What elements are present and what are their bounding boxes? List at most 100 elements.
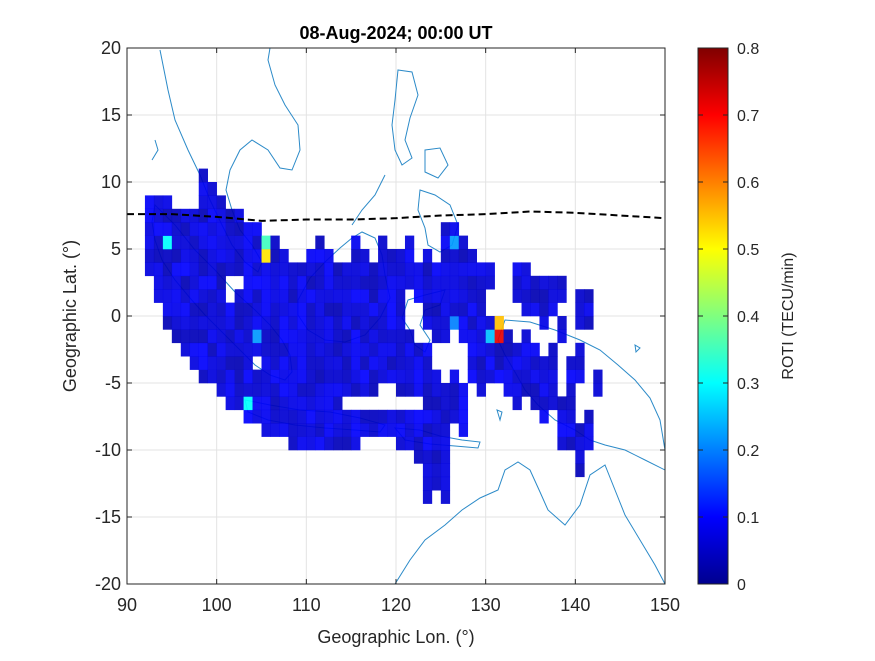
roti-cell	[171, 222, 182, 236]
roti-cell	[297, 396, 307, 411]
roti-cell	[243, 396, 253, 411]
roti-cell	[404, 436, 415, 451]
roti-cell	[360, 289, 370, 303]
roti-cell	[530, 342, 540, 357]
roti-cell	[584, 302, 594, 317]
roti-cell	[261, 409, 271, 424]
roti-cell	[458, 409, 469, 424]
roti-cell	[467, 369, 477, 384]
roti-cell	[351, 409, 361, 424]
roti-cell	[440, 396, 451, 411]
roti-cell	[198, 289, 208, 303]
roti-cell	[521, 369, 531, 384]
roti-cell	[387, 329, 397, 344]
roti-cell	[144, 249, 155, 263]
roti-cell	[557, 436, 567, 451]
roti-cell	[243, 275, 253, 290]
roti-cell	[225, 249, 235, 263]
roti-cell	[360, 423, 370, 437]
roti-cell	[216, 289, 226, 303]
roti-cell	[207, 356, 217, 370]
roti-cell	[378, 316, 388, 330]
roti-cell	[234, 396, 244, 411]
roti-cell	[503, 356, 513, 370]
roti-cell	[378, 369, 388, 384]
y-tick-label: 0	[111, 306, 121, 326]
roti-cell	[171, 275, 182, 290]
roti-cell	[207, 262, 217, 277]
roti-cell	[243, 289, 253, 303]
colorbar-tick-label: 0.3	[737, 376, 759, 393]
roti-cell	[333, 356, 343, 370]
roti-cell	[252, 262, 262, 277]
roti-cell	[252, 316, 262, 330]
roti-cell	[216, 342, 226, 357]
roti-cell	[351, 436, 361, 451]
roti-cell	[153, 235, 164, 250]
roti-cell	[306, 329, 316, 344]
roti-cell	[261, 235, 271, 250]
roti-cell	[333, 262, 343, 277]
roti-cells	[144, 168, 603, 504]
coastline-palawan	[351, 174, 386, 226]
roti-cell	[476, 262, 486, 277]
roti-cell	[396, 275, 406, 290]
x-tick-label: 100	[202, 595, 232, 615]
roti-cell	[162, 262, 173, 277]
roti-cell	[315, 302, 325, 317]
roti-cell	[458, 316, 469, 330]
roti-cell	[198, 195, 208, 210]
roti-cell	[270, 235, 280, 250]
roti-cell	[198, 356, 208, 370]
roti-cell	[584, 423, 594, 437]
roti-cell	[306, 409, 316, 424]
roti-cell	[225, 329, 235, 344]
roti-cell	[467, 316, 477, 330]
roti-cell	[261, 396, 271, 411]
roti-cell	[171, 208, 182, 223]
roti-cell	[342, 316, 352, 330]
coastline-island-3	[496, 409, 503, 422]
roti-cell	[315, 342, 325, 357]
roti-cell	[216, 222, 226, 236]
roti-cell	[315, 329, 325, 344]
roti-cell	[431, 302, 442, 317]
roti-cell	[270, 383, 280, 397]
roti-cell	[413, 342, 424, 357]
colorbar-tick-label: 0.6	[737, 175, 759, 192]
roti-cell	[431, 316, 442, 330]
roti-cell	[476, 275, 486, 290]
roti-cell	[378, 262, 388, 277]
roti-cell	[198, 249, 208, 263]
roti-cell	[387, 409, 397, 424]
roti-cell	[180, 302, 191, 317]
roti-cell	[252, 275, 262, 290]
roti-cell	[234, 249, 244, 263]
roti-cell	[342, 342, 352, 357]
roti-cell	[261, 275, 271, 290]
roti-cell	[261, 329, 271, 344]
roti-cell	[207, 329, 217, 344]
roti-cell	[494, 342, 504, 357]
roti-cell	[485, 356, 495, 370]
roti-cell	[216, 316, 226, 330]
roti-cell	[387, 249, 397, 263]
roti-cell	[324, 302, 334, 317]
roti-cell	[440, 423, 451, 437]
roti-cell	[566, 383, 576, 397]
roti-cell	[216, 275, 226, 290]
roti-cell	[360, 342, 370, 357]
roti-cell	[297, 423, 307, 437]
roti-cell	[548, 369, 558, 384]
roti-cell	[270, 249, 280, 263]
coastline-island-2	[634, 344, 641, 354]
roti-cell	[297, 275, 307, 290]
roti-cell	[566, 409, 576, 424]
roti-cell	[593, 369, 603, 384]
roti-cell	[431, 369, 442, 384]
roti-cell	[324, 329, 334, 344]
roti-cell	[315, 289, 325, 303]
roti-cell	[252, 396, 262, 411]
roti-cell	[342, 369, 352, 384]
roti-cell	[333, 369, 343, 384]
